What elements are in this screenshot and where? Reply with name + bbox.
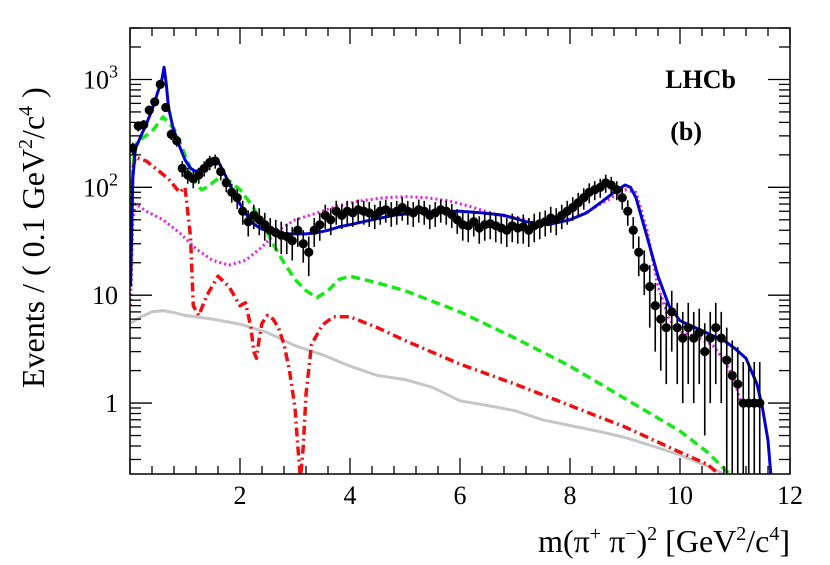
data-point xyxy=(210,156,220,166)
x-tick-label: 6 xyxy=(454,481,467,510)
data-point xyxy=(221,178,231,188)
y-axis-title: Events / ( 0.1 GeV2/c4 ) xyxy=(15,87,51,388)
data-point xyxy=(139,120,149,130)
series-component_red xyxy=(130,155,722,474)
data-point xyxy=(716,333,726,343)
data-point xyxy=(722,355,732,365)
axis-tick-labels: 2 4 6 8 10 12 1 10 102 103 xyxy=(83,61,803,510)
x-tick-label: 2 xyxy=(234,481,247,510)
data-point xyxy=(243,217,253,227)
data-point xyxy=(304,247,314,257)
data-point xyxy=(298,239,308,249)
data-point xyxy=(634,247,644,257)
y-tick-label: 1 xyxy=(105,389,118,418)
data-point xyxy=(650,301,660,311)
data-point xyxy=(705,333,715,343)
data-point xyxy=(733,379,743,389)
y-tick-label: 10 xyxy=(92,281,118,310)
data-point xyxy=(155,79,165,90)
x-tick-label: 10 xyxy=(667,481,693,510)
data-point xyxy=(645,282,655,292)
x-axis-title: m(π+ π−)2 [GeV2/c4] xyxy=(538,523,790,559)
data-point xyxy=(755,398,765,408)
y-tick-label: 103 xyxy=(83,61,118,94)
data-point xyxy=(727,370,737,381)
data-point xyxy=(623,206,633,216)
axis-ticks xyxy=(129,27,791,474)
data-point xyxy=(287,236,297,246)
x-tick-label: 8 xyxy=(564,481,577,510)
data-point xyxy=(678,333,688,343)
data-point xyxy=(166,129,176,139)
plot-frame xyxy=(129,27,791,475)
data-point xyxy=(232,193,242,203)
data-point xyxy=(672,323,682,333)
data-point xyxy=(683,323,693,333)
data-point xyxy=(177,163,187,173)
experiment-label: LHCb xyxy=(665,65,736,94)
data-point xyxy=(150,97,160,107)
data-point xyxy=(469,217,479,227)
data-point xyxy=(617,193,627,203)
data-point xyxy=(238,206,248,216)
data-point xyxy=(667,307,677,317)
data-point xyxy=(194,170,204,180)
data-point xyxy=(199,163,209,173)
series-background_gray xyxy=(130,309,725,474)
data-point xyxy=(628,225,638,235)
x-tick-label: 12 xyxy=(777,481,803,510)
panel-label: (b) xyxy=(670,117,702,146)
y-tick-label: 102 xyxy=(83,169,118,202)
data-point xyxy=(144,105,154,115)
x-tick-label: 4 xyxy=(344,481,357,510)
data-point xyxy=(612,185,622,195)
data-points xyxy=(130,79,765,474)
data-point xyxy=(161,102,171,113)
data-point xyxy=(661,323,671,333)
data-point xyxy=(326,215,336,225)
data-point xyxy=(711,323,721,333)
data-point xyxy=(639,263,649,273)
data-point xyxy=(656,314,666,324)
data-point xyxy=(293,225,303,235)
data-point xyxy=(694,328,704,338)
data-point xyxy=(700,347,710,357)
data-point xyxy=(130,143,138,153)
data-point xyxy=(315,220,325,230)
data-point xyxy=(216,166,226,177)
data-point xyxy=(172,136,182,146)
